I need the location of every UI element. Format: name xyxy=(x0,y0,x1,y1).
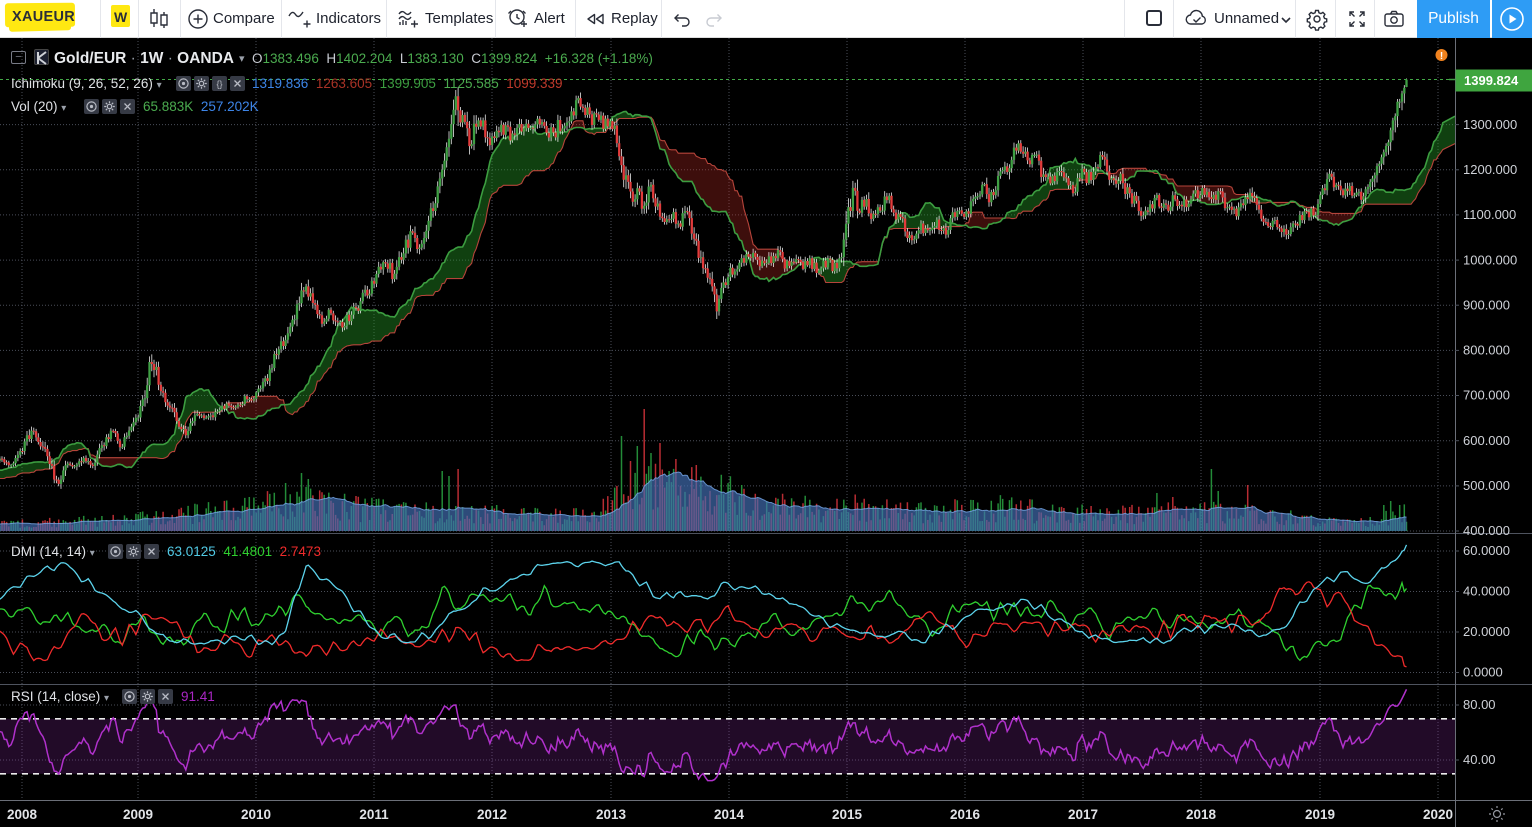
svg-text:1300.000: 1300.000 xyxy=(1463,117,1517,132)
svg-text:1000.000: 1000.000 xyxy=(1463,252,1517,267)
svg-text:20.0000: 20.0000 xyxy=(1463,624,1510,639)
svg-text:80.00: 80.00 xyxy=(1463,697,1496,712)
svg-text:900.000: 900.000 xyxy=(1463,297,1510,312)
svg-text:2013: 2013 xyxy=(596,807,627,822)
svg-text:2014: 2014 xyxy=(714,807,745,822)
svg-text:60.0000: 60.0000 xyxy=(1463,543,1510,558)
svg-text:2012: 2012 xyxy=(477,807,507,822)
svg-text:!: ! xyxy=(1440,51,1443,62)
svg-text:2017: 2017 xyxy=(1068,807,1098,822)
svg-text:2016: 2016 xyxy=(950,807,981,822)
svg-text:2008: 2008 xyxy=(7,807,38,822)
svg-text:40.0000: 40.0000 xyxy=(1463,584,1510,599)
svg-text:500.000: 500.000 xyxy=(1463,478,1510,493)
svg-text:1100.000: 1100.000 xyxy=(1463,207,1516,222)
svg-text:0.0000: 0.0000 xyxy=(1463,665,1503,680)
svg-text:2010: 2010 xyxy=(241,807,271,822)
svg-text:1200.000: 1200.000 xyxy=(1463,162,1517,177)
svg-text:2020: 2020 xyxy=(1423,807,1453,822)
svg-text:2015: 2015 xyxy=(832,807,863,822)
svg-text:40.00: 40.00 xyxy=(1463,752,1496,767)
svg-text:800.000: 800.000 xyxy=(1463,343,1510,358)
svg-text:1399.824: 1399.824 xyxy=(1464,73,1519,88)
svg-text:400.000: 400.000 xyxy=(1463,523,1510,538)
svg-text:2018: 2018 xyxy=(1186,807,1217,822)
svg-text:2011: 2011 xyxy=(359,807,389,822)
svg-text:700.000: 700.000 xyxy=(1463,388,1510,403)
svg-text:{}: {} xyxy=(216,79,222,89)
svg-text:600.000: 600.000 xyxy=(1463,433,1510,448)
svg-text:2019: 2019 xyxy=(1305,807,1335,822)
svg-text:2009: 2009 xyxy=(123,807,153,822)
